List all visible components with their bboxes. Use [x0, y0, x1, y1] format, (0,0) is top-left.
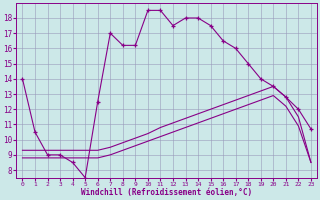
X-axis label: Windchill (Refroidissement éolien,°C): Windchill (Refroidissement éolien,°C): [81, 188, 252, 197]
